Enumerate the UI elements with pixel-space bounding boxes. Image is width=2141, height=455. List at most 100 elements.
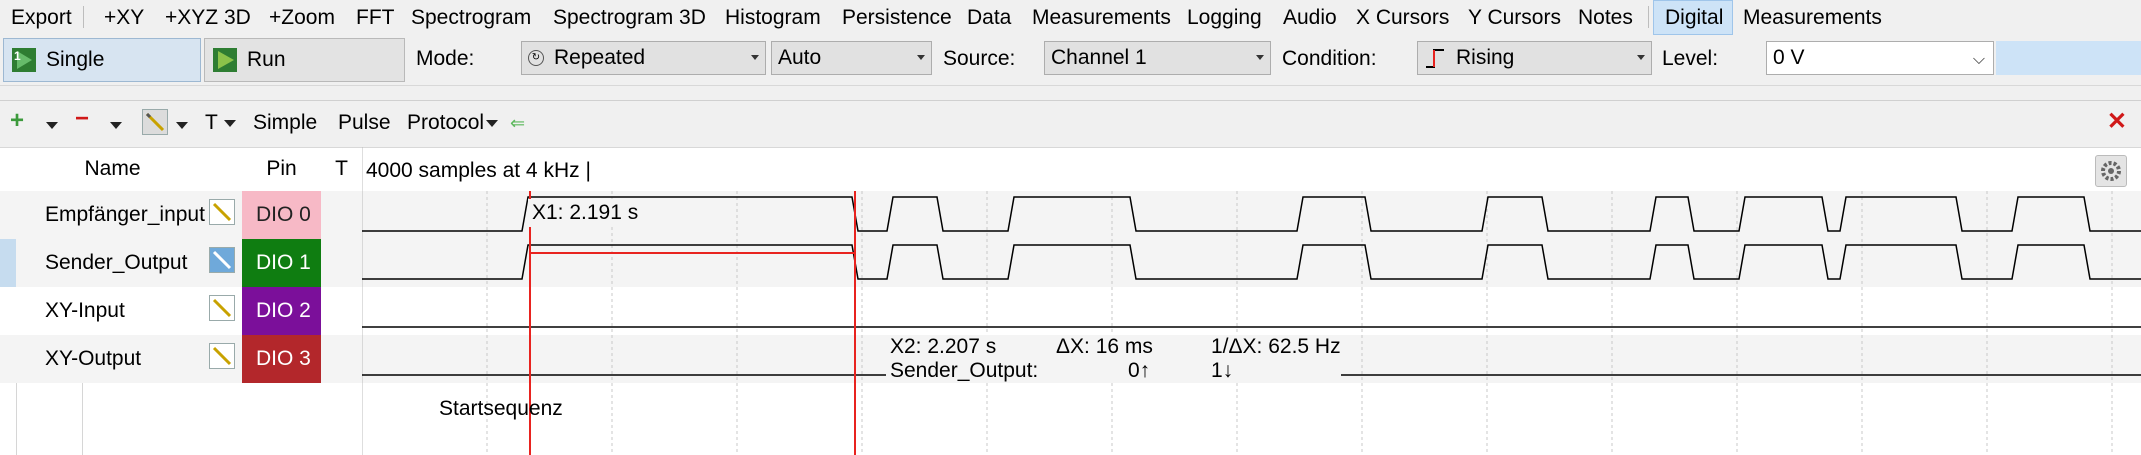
cursor-signal-name: Sender_Output: bbox=[890, 359, 1039, 382]
source-select[interactable]: Channel 1 bbox=[1044, 41, 1271, 75]
menu-export[interactable]: Export bbox=[11, 6, 72, 29]
menu-spectrogram-3d[interactable]: Spectrogram 3D bbox=[553, 6, 706, 29]
menu-digital[interactable]: Digital bbox=[1653, 0, 1733, 35]
menu-measurements-2[interactable]: Measurements bbox=[1743, 6, 1882, 29]
level-value: 0 V bbox=[1773, 46, 1805, 69]
menu-audio[interactable]: Audio bbox=[1283, 6, 1337, 29]
signal-name: XY-Input bbox=[45, 299, 125, 322]
pin-badge: DIO 3 bbox=[242, 335, 321, 383]
menu-logging[interactable]: Logging bbox=[1187, 6, 1262, 29]
chevron-down-icon bbox=[751, 55, 759, 60]
pulse-button[interactable]: Pulse bbox=[338, 111, 391, 134]
waveform-area[interactable]: 4000 samples at 4 kHz | X1: 2.191 s X2: … bbox=[362, 147, 2141, 455]
menu-measurements[interactable]: Measurements bbox=[1032, 6, 1171, 29]
cursor-x1-label: X1: 2.191 s bbox=[528, 199, 643, 227]
gear-icon bbox=[2101, 161, 2121, 181]
add-signal-icon[interactable]: + bbox=[10, 107, 25, 134]
chevron-down-icon bbox=[917, 55, 925, 60]
divider bbox=[82, 383, 83, 455]
signal-row[interactable]: Empfänger_input DIO 0 bbox=[0, 191, 362, 239]
chevron-down-icon bbox=[1637, 55, 1645, 60]
column-header-name[interactable]: Name bbox=[84, 157, 141, 180]
level-label: Level: bbox=[1662, 47, 1719, 70]
rising-edge-icon bbox=[1426, 49, 1444, 68]
cursor-value-1: 1↓ bbox=[1211, 359, 1234, 382]
menu-x-cursors[interactable]: X Cursors bbox=[1356, 6, 1450, 29]
mode-label: Mode: bbox=[416, 47, 475, 70]
pin-badge: DIO 2 bbox=[242, 287, 321, 335]
auto-value: Auto bbox=[778, 46, 822, 69]
level-input[interactable]: 0 V ⌵ bbox=[1766, 41, 1994, 75]
pencil-icon bbox=[212, 346, 232, 366]
menu-add-xy[interactable]: +XY bbox=[104, 6, 145, 29]
edit-icon[interactable] bbox=[142, 109, 168, 135]
protocol-label: Protocol bbox=[407, 111, 485, 134]
chevron-down-icon: ⌵ bbox=[1972, 51, 1985, 68]
cursor-value-0: 0↑ bbox=[1128, 359, 1151, 382]
remove-signal-icon[interactable]: − bbox=[75, 105, 90, 132]
divider bbox=[16, 383, 17, 455]
condition-select[interactable]: Rising bbox=[1417, 41, 1652, 75]
row-stripe bbox=[362, 239, 2141, 287]
edit-signal-icon[interactable] bbox=[209, 199, 235, 225]
waveform-canvas[interactable] bbox=[362, 147, 2141, 455]
edit-signal-icon[interactable] bbox=[209, 343, 235, 369]
edit-dropdown[interactable] bbox=[170, 113, 188, 137]
cursor-readout: X2: 2.207 s ΔX: 16 ms 1/ΔX: 62.5 Hz Send… bbox=[886, 335, 1341, 383]
cursor-inv-delta-label: 1/ΔX: 62.5 Hz bbox=[1211, 335, 1341, 358]
add-signal-dropdown[interactable] bbox=[40, 113, 58, 137]
pin-badge: DIO 1 bbox=[242, 239, 321, 287]
pencil-icon bbox=[212, 250, 232, 270]
menu-histogram[interactable]: Histogram bbox=[725, 6, 821, 29]
toolbar-status-pane bbox=[1996, 41, 2141, 75]
menu-y-cursors[interactable]: Y Cursors bbox=[1468, 6, 1561, 29]
menu-add-xyz-3d[interactable]: +XYZ 3D bbox=[165, 6, 251, 29]
close-panel-icon[interactable]: ✕ bbox=[2106, 108, 2127, 135]
single-button[interactable]: 1 Single bbox=[3, 38, 201, 82]
cursor-x2-label: X2: 2.207 s bbox=[890, 335, 997, 358]
remove-signal-dropdown[interactable] bbox=[104, 113, 122, 137]
signal-row[interactable]: Sender_Output DIO 1 bbox=[0, 239, 362, 287]
signal-name: Empfänger_input bbox=[45, 203, 205, 226]
signal-name: XY-Output bbox=[45, 347, 142, 370]
waveform-dio1 bbox=[362, 244, 2141, 280]
waveform-dio0 bbox=[362, 196, 2141, 232]
menu-persistence[interactable]: Persistence bbox=[842, 6, 952, 29]
simple-button[interactable]: Simple bbox=[253, 111, 318, 134]
pencil-icon bbox=[212, 298, 232, 318]
run-button-label: Run bbox=[247, 48, 286, 71]
settings-gear-icon[interactable] bbox=[2095, 155, 2127, 187]
signal-row[interactable]: XY-Input DIO 2 bbox=[0, 287, 362, 335]
menu-spectrogram[interactable]: Spectrogram bbox=[411, 6, 532, 29]
chevron-down-icon bbox=[46, 121, 58, 129]
pencil-icon bbox=[145, 112, 165, 132]
column-header-t[interactable]: T bbox=[335, 157, 348, 180]
menubar: Export +XY +XYZ 3D +Zoom FFT Spectrogram… bbox=[0, 0, 2141, 35]
signal-row[interactable]: XY-Output DIO 3 bbox=[0, 335, 362, 383]
menu-notes[interactable]: Notes bbox=[1578, 6, 1633, 29]
protocol-button[interactable]: Protocol bbox=[407, 111, 499, 135]
edit-signal-icon[interactable] bbox=[209, 295, 235, 321]
trigger-t-button[interactable]: T bbox=[205, 111, 236, 135]
edit-signal-icon[interactable] bbox=[209, 247, 235, 273]
mode-select[interactable]: ↻ Repeated bbox=[521, 41, 766, 75]
column-header-pin[interactable]: Pin bbox=[266, 157, 297, 180]
auto-select[interactable]: Auto bbox=[771, 41, 932, 75]
menu-separator bbox=[83, 6, 84, 28]
menu-data[interactable]: Data bbox=[967, 6, 1012, 29]
back-arrow-icon[interactable]: ⇐ bbox=[510, 113, 526, 133]
single-button-label: Single bbox=[46, 48, 105, 71]
time-grid bbox=[362, 191, 2113, 455]
menu-separator bbox=[1648, 6, 1649, 28]
chevron-down-icon bbox=[223, 119, 236, 127]
row-marker bbox=[0, 239, 16, 287]
menu-add-zoom[interactable]: +Zoom bbox=[269, 6, 335, 29]
splitter[interactable] bbox=[0, 86, 2141, 100]
row-marker bbox=[0, 335, 16, 383]
sample-info: 4000 samples at 4 kHz | bbox=[366, 159, 591, 182]
menu-fft[interactable]: FFT bbox=[356, 6, 395, 29]
chevron-down-icon bbox=[486, 119, 499, 127]
svg-text:1: 1 bbox=[14, 49, 21, 63]
condition-value: Rising bbox=[1456, 46, 1515, 69]
run-button[interactable]: Run bbox=[204, 38, 405, 82]
